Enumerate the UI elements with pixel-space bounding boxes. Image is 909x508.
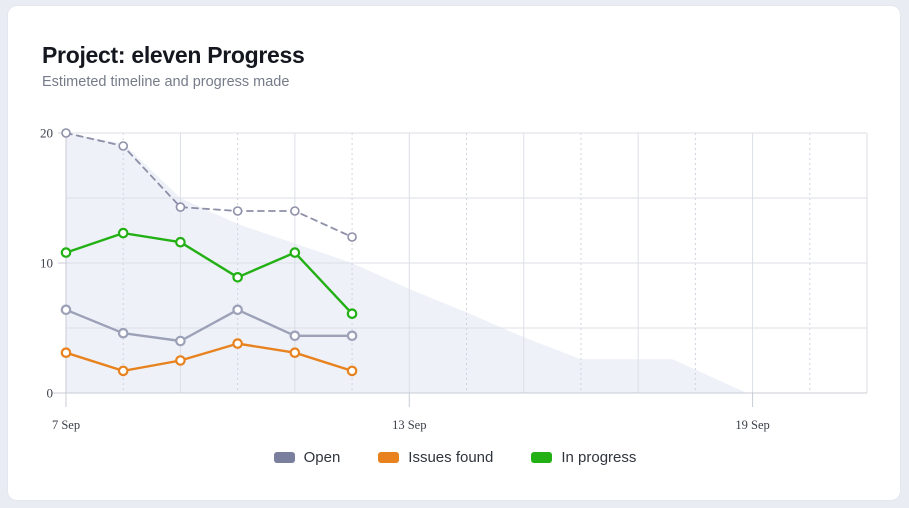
legend-swatch-icon: [378, 452, 400, 463]
legend-item[interactable]: Issues found: [378, 449, 493, 466]
legend-label: Issues found: [408, 449, 494, 466]
series-line-open[interactable]: [64, 308, 354, 343]
data-point[interactable]: [232, 338, 243, 349]
data-point[interactable]: [117, 227, 129, 239]
data-point[interactable]: [175, 202, 186, 212]
legend-item[interactable]: In progress: [531, 449, 636, 466]
series-line-total-remaining[interactable]: [65, 132, 353, 238]
data-point[interactable]: [175, 236, 186, 248]
data-point[interactable]: [61, 128, 71, 138]
data-point[interactable]: [232, 304, 243, 316]
legend-label: In progress: [561, 449, 637, 466]
chart-subtitle: Estimeted timeline and progress made: [42, 74, 290, 90]
data-point[interactable]: [289, 330, 301, 342]
data-point[interactable]: [347, 232, 357, 242]
data-point[interactable]: [346, 330, 358, 342]
data-point[interactable]: [346, 365, 358, 377]
x-tick-label: 19 Sep: [735, 418, 769, 432]
legend-swatch-icon: [531, 452, 553, 463]
page-title: Project: eleven Progress: [42, 42, 305, 68]
data-point[interactable]: [175, 335, 186, 347]
y-tick-label: 10: [40, 256, 53, 271]
series-line-issues-found[interactable]: [64, 342, 354, 373]
legend-swatch-icon: [273, 452, 295, 463]
burndown-line-chart: 0 10 20 7 Sep 13 Sep 19 Sep: [40, 126, 868, 432]
data-point[interactable]: [290, 206, 300, 216]
data-point[interactable]: [60, 304, 72, 316]
data-point[interactable]: [118, 141, 129, 151]
legend-item[interactable]: Open: [273, 449, 341, 466]
data-point[interactable]: [117, 365, 129, 377]
chart-legend: Open Issues found In progress: [8, 449, 900, 466]
data-point[interactable]: [232, 271, 243, 283]
data-point[interactable]: [175, 355, 186, 366]
data-point[interactable]: [60, 347, 72, 358]
data-point[interactable]: [289, 247, 301, 258]
series-line-in-progress[interactable]: [64, 231, 354, 315]
y-tick-label: 20: [40, 126, 53, 141]
x-tick-label: 13 Sep: [392, 418, 426, 432]
data-point[interactable]: [232, 206, 243, 216]
chart-plot-area: 0 10 20 7 Sep 13 Sep 19 Sep: [8, 6, 900, 500]
data-point[interactable]: [289, 347, 301, 358]
y-tick-label: 0: [47, 386, 54, 401]
chart-card: Project: eleven Progress Estimeted timel…: [7, 5, 901, 501]
data-point[interactable]: [346, 308, 358, 319]
x-tick-label: 7 Sep: [52, 418, 80, 432]
data-point[interactable]: [117, 327, 129, 339]
legend-label: Open: [303, 449, 341, 466]
data-point[interactable]: [60, 247, 72, 258]
